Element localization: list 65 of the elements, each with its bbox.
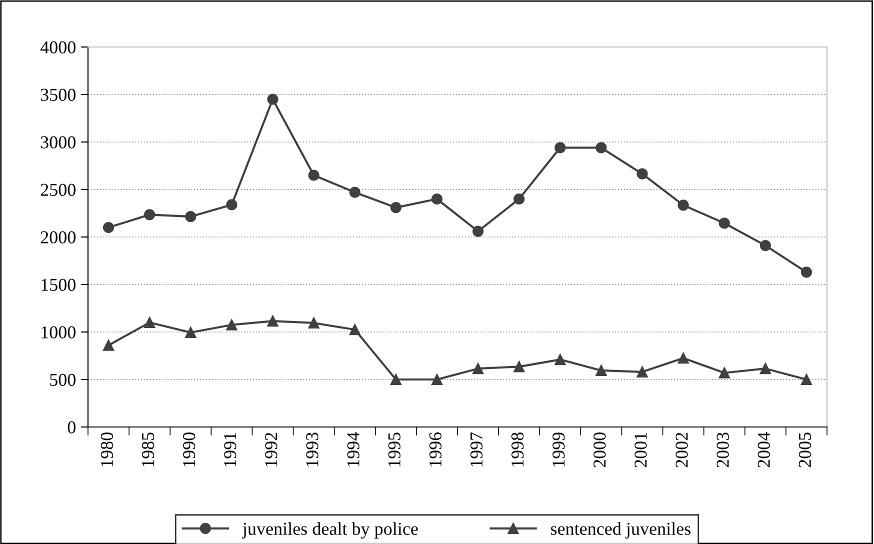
point bbox=[678, 352, 689, 364]
y-tick-label: 500 bbox=[50, 374, 76, 386]
point bbox=[267, 94, 278, 105]
point bbox=[390, 202, 402, 214]
point bbox=[718, 218, 730, 229]
point bbox=[514, 361, 525, 372]
point bbox=[144, 316, 156, 328]
point bbox=[185, 211, 196, 222]
point bbox=[678, 200, 689, 211]
point bbox=[349, 186, 360, 198]
x-tick-label: 1992 bbox=[265, 432, 278, 466]
point bbox=[226, 199, 238, 210]
x-tick-label: 1994 bbox=[347, 432, 360, 466]
x-tick-label: 1999 bbox=[552, 432, 565, 466]
point bbox=[760, 363, 771, 374]
point bbox=[760, 240, 771, 252]
legend-label: juveniles dealt by police bbox=[242, 522, 418, 539]
point bbox=[554, 354, 566, 366]
x-tick-label: 2003 bbox=[716, 432, 729, 468]
point bbox=[308, 170, 320, 181]
point bbox=[102, 340, 114, 351]
point bbox=[800, 266, 812, 278]
x-tick-label: 2000 bbox=[594, 432, 606, 468]
x-tick-label: 1997 bbox=[470, 432, 483, 466]
y-tick-label: 1000 bbox=[42, 326, 76, 338]
point bbox=[472, 226, 484, 237]
point bbox=[185, 326, 196, 338]
y-tick-label: 0 bbox=[68, 421, 76, 434]
y-tick-label: 1500 bbox=[42, 278, 76, 291]
point bbox=[308, 317, 320, 329]
x-tick-label: 1991 bbox=[224, 432, 236, 466]
x-tick-label: 2002 bbox=[676, 432, 688, 468]
y-tick-label: 2500 bbox=[40, 184, 76, 196]
y-tick-label: 4000 bbox=[40, 41, 76, 54]
point bbox=[226, 319, 238, 330]
y-tick-label: 3500 bbox=[40, 88, 76, 101]
point bbox=[144, 209, 156, 220]
point bbox=[636, 168, 648, 180]
point bbox=[102, 222, 114, 234]
x-tick-label: 1995 bbox=[388, 432, 400, 466]
y-tick-label: 3000 bbox=[40, 136, 76, 148]
point bbox=[596, 142, 607, 154]
x-tick-label: 1985 bbox=[142, 432, 154, 466]
y-tick-label: 2000 bbox=[40, 231, 76, 244]
x-tick-label: 1993 bbox=[306, 432, 318, 466]
x-tick-label: 1998 bbox=[511, 432, 524, 466]
x-tick-label: 2001 bbox=[634, 432, 647, 468]
point bbox=[390, 374, 402, 386]
point bbox=[514, 193, 525, 205]
point bbox=[267, 316, 278, 327]
x-tick-label: 2005 bbox=[798, 432, 811, 468]
point bbox=[596, 364, 607, 376]
point bbox=[718, 367, 730, 378]
x-tick-label: 2004 bbox=[758, 432, 770, 468]
point bbox=[472, 363, 484, 374]
point bbox=[349, 324, 360, 336]
point bbox=[431, 193, 443, 205]
x-tick-label: 1996 bbox=[429, 432, 442, 466]
point bbox=[554, 142, 566, 154]
point bbox=[431, 374, 443, 386]
point bbox=[800, 374, 812, 386]
x-tick-label: 1990 bbox=[182, 432, 196, 466]
x-tick-label: 1980 bbox=[100, 432, 114, 466]
legend-label: sentenced juveniles bbox=[550, 522, 690, 539]
point bbox=[636, 366, 648, 378]
